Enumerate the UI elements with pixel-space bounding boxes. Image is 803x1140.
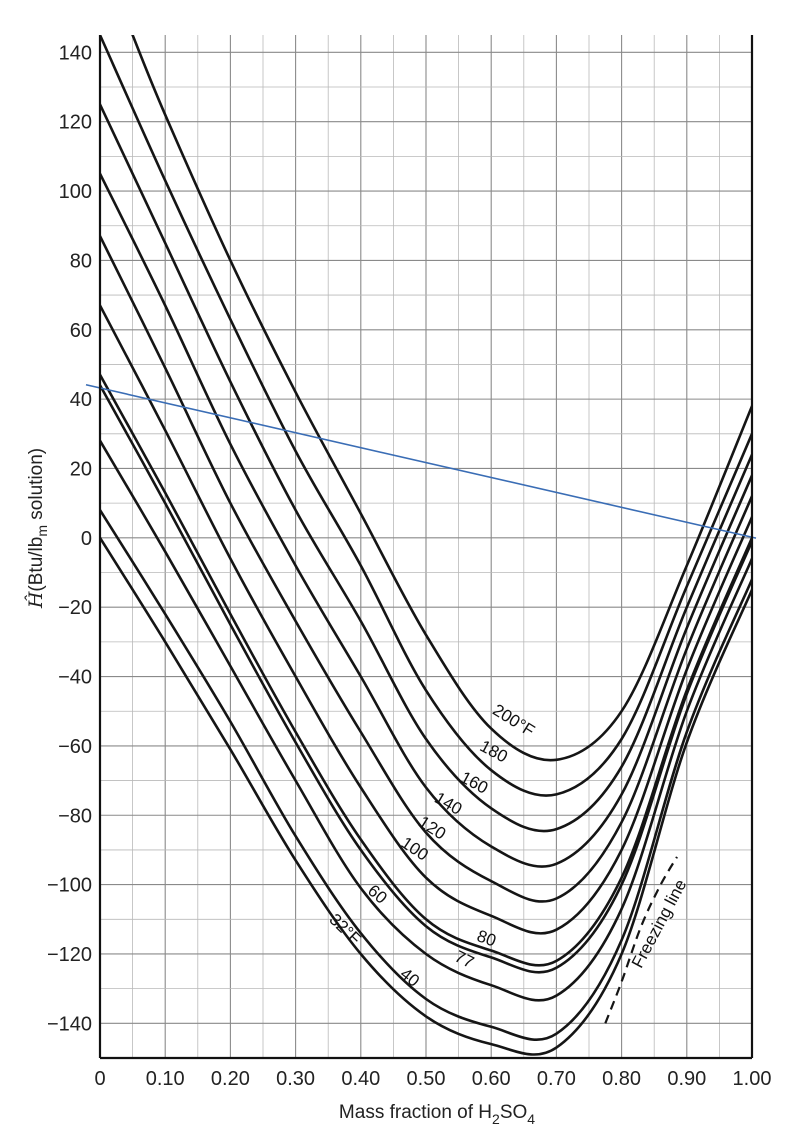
x-tick-label: 1.00: [733, 1068, 772, 1090]
y-tick-labels: 140 120 100 80 60 40 20 0 −20 −40 −60 −80 −100 −120 −1…: [47, 42, 92, 1035]
x-tick-label: 0.50: [407, 1068, 446, 1090]
curve-77: [100, 383, 752, 974]
x-tick-label: 0.60: [472, 1068, 511, 1090]
y-tick-label: 100: [59, 181, 92, 203]
curve-label: 120: [415, 812, 449, 843]
y-tick-label: −60: [58, 736, 92, 758]
y-tick-label: −140: [47, 1013, 92, 1035]
y-tick-label: −100: [47, 875, 92, 897]
x-tick-label: 0.40: [341, 1068, 380, 1090]
y-tick-label: 0: [81, 528, 92, 550]
x-tick-label: 0.90: [667, 1068, 706, 1090]
y-tick-label: −40: [58, 667, 92, 689]
y-tick-label: −20: [58, 597, 92, 619]
x-tick-label: 0.20: [211, 1068, 250, 1090]
y-tick-label: 40: [70, 389, 92, 411]
curve-32f: [100, 536, 752, 1056]
annotation-line: [85, 383, 757, 539]
y-tick-label: 20: [70, 458, 92, 480]
x-tick-label: 0.80: [602, 1068, 641, 1090]
curve-120: [100, 234, 752, 903]
curve-160: [100, 103, 752, 833]
y-tick-label: 60: [70, 320, 92, 342]
blue-tie-line: [85, 383, 757, 539]
plot-frame: [98, 35, 754, 1060]
y-tick-label: 120: [59, 112, 92, 134]
curve-60: [100, 439, 752, 1002]
y-tick-label: 80: [70, 250, 92, 272]
y-tick-label: −80: [58, 805, 92, 827]
curve-180: [100, 35, 752, 797]
x-tick-label: 0.10: [146, 1068, 185, 1090]
y-axis-title: Ĥ(Btu/lbm solution): [24, 448, 50, 609]
curve-140: [100, 172, 752, 868]
x-tick-label: 0.70: [537, 1068, 576, 1090]
curve-200f: [131, 35, 752, 762]
freezing-line-label: Freezing line: [628, 876, 690, 971]
y-tick-label: −120: [47, 944, 92, 966]
x-tick-label: 0.30: [276, 1068, 315, 1090]
curve-80: [100, 373, 752, 967]
curve-40: [100, 508, 752, 1041]
curve-label: 160: [457, 768, 491, 798]
curve-100: [100, 304, 752, 935]
curve-label: 40: [397, 964, 424, 991]
isotherm-curves: [100, 35, 752, 1056]
y-tick-label: 140: [59, 42, 92, 64]
grid: [100, 35, 752, 1059]
x-tick-labels: 0 0.10 0.20 0.30 0.40 0.50 0.60 0.70 0.80 0.90 1.0…: [94, 1068, 771, 1090]
x-tick-label: 0: [94, 1068, 105, 1090]
curve-label: 140: [431, 788, 465, 819]
curve-label: 100: [398, 833, 432, 865]
x-axis-title: Mass fraction of H2SO4: [339, 1102, 535, 1127]
